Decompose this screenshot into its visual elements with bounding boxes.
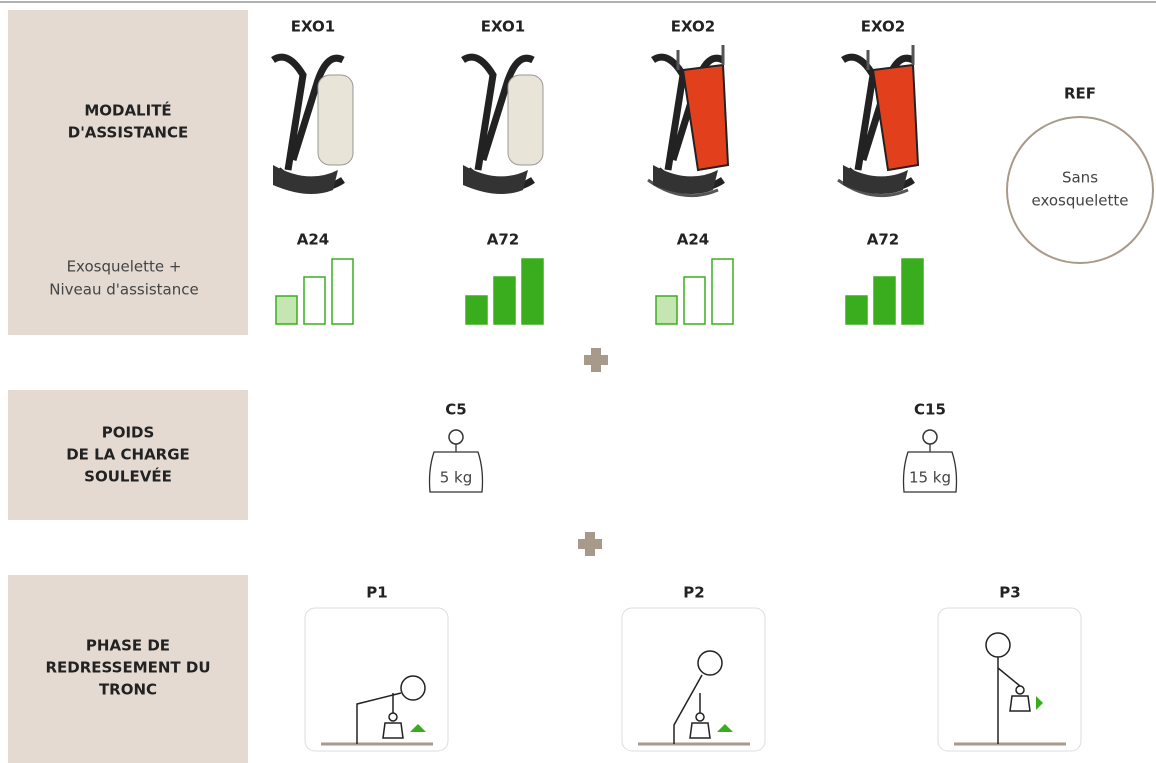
load-weight: 15 kg [909, 469, 951, 487]
exo-name: EXO2 [671, 18, 715, 36]
row-title: TRONC [99, 681, 157, 699]
phase-box [938, 608, 1081, 751]
panel [683, 65, 728, 170]
phase-box [305, 608, 448, 751]
plus [584, 355, 608, 365]
level-bar [684, 277, 705, 324]
plus [578, 539, 602, 549]
row-title: REDRESSEMENT DU [45, 659, 210, 677]
reference-text: Sans [1062, 169, 1098, 187]
level-bar [902, 259, 923, 324]
battery [508, 75, 543, 165]
level-bar [304, 277, 325, 324]
exo-level: A72 [487, 231, 519, 249]
row-subtitle: Niveau d'assistance [49, 281, 198, 299]
phase-label: P2 [683, 584, 704, 602]
exo-name: EXO1 [291, 18, 335, 36]
diagram: REF Sans exosquelette MODALITÉ D'ASSISTAN… [0, 0, 1156, 763]
row-title: PHASE DE [86, 637, 170, 655]
plus-icons [578, 348, 608, 556]
exo-name: EXO1 [481, 18, 525, 36]
weight-ring [449, 430, 463, 444]
row-subtitle: Exosquelette + [67, 258, 182, 276]
row-title: D'ASSISTANCE [68, 124, 188, 142]
belt [463, 165, 528, 194]
exo-level: A72 [867, 231, 899, 249]
exo-name: EXO2 [861, 18, 905, 36]
row-title: MODALITÉ [84, 101, 171, 120]
reference-circle [1007, 117, 1153, 263]
phase-box [622, 608, 765, 751]
exo-level: A24 [297, 231, 329, 249]
phase-label: P3 [999, 584, 1020, 602]
reference-text: exosquelette [1031, 192, 1128, 210]
exo-image [463, 57, 543, 194]
row-title: POIDS [102, 424, 155, 442]
weight-ring [923, 430, 937, 444]
level-bar [276, 296, 297, 324]
load-code: C5 [445, 401, 466, 419]
row-title: SOULEVÉE [84, 467, 172, 486]
battery [318, 75, 353, 165]
exo-image [838, 45, 918, 196]
load-weight: 5 kg [440, 469, 473, 487]
exo-image [648, 45, 728, 196]
row-title: DE LA CHARGE [66, 446, 190, 464]
level-bar [874, 277, 895, 324]
level-bar [332, 259, 353, 324]
level-bar [494, 277, 515, 324]
level-bar [466, 296, 487, 324]
level-bar [522, 259, 543, 324]
load-code: C15 [914, 401, 946, 419]
level-bar [656, 296, 677, 324]
exo-image [273, 57, 353, 194]
page: {"rows": [ {"title": ["MODALITÉ", "D'ASS… [0, 0, 1156, 763]
reference-label: REF [1064, 85, 1096, 103]
phase-label: P1 [366, 584, 387, 602]
panel [873, 65, 918, 170]
belt [273, 165, 338, 194]
level-bar [712, 259, 733, 324]
level-bar [846, 296, 867, 324]
exo-level: A24 [677, 231, 709, 249]
